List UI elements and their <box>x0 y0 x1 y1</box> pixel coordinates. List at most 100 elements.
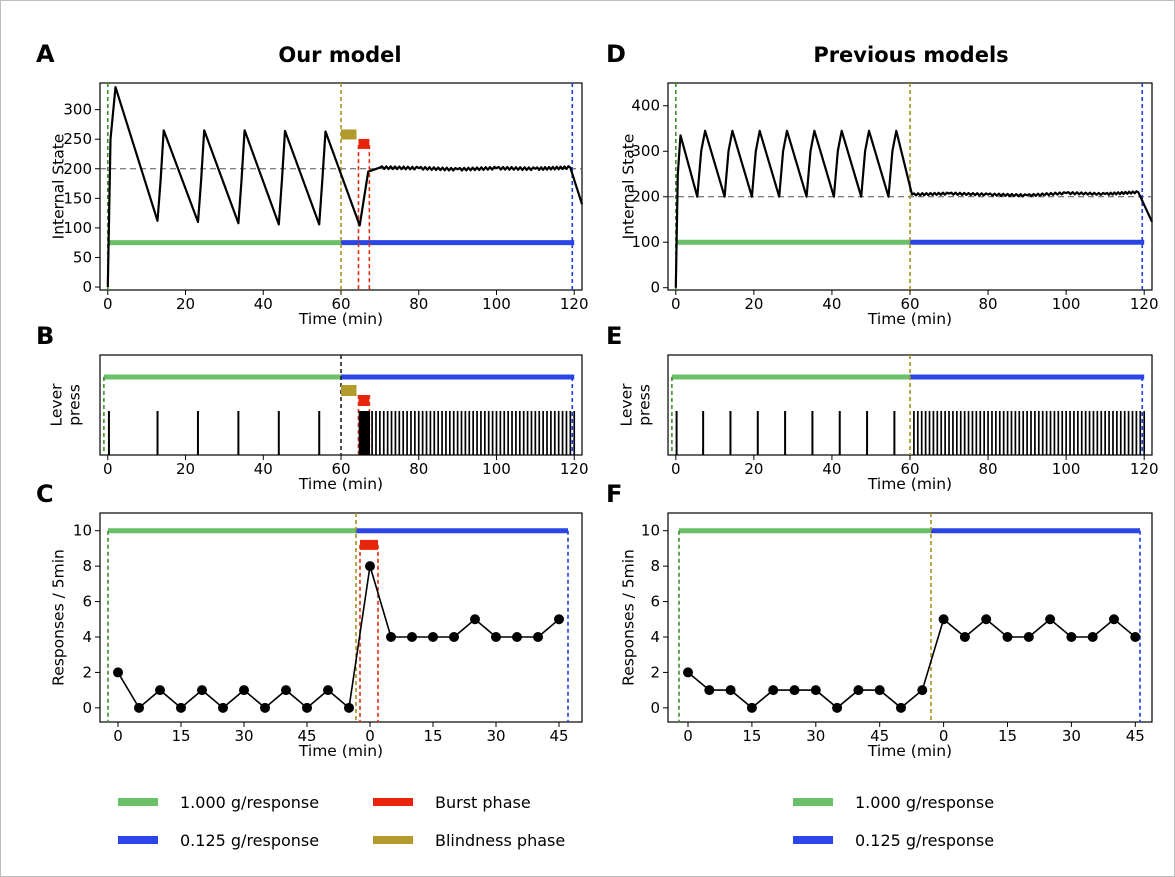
y-tick-label: 6 <box>82 593 92 611</box>
x-tick-label: 45 <box>870 727 889 745</box>
x-tick-label: 0 <box>683 727 693 745</box>
response-point <box>896 702 906 713</box>
response-point <box>1066 631 1077 642</box>
response-point <box>260 702 270 713</box>
x-tick-label: 15 <box>171 727 190 745</box>
response-point <box>917 685 928 696</box>
panel-f-responses: 0 15 30 45 0 15 30 45 0 2 4 6 8 10 Time (min) Responses… <box>619 512 1153 760</box>
axes-frame <box>99 512 583 723</box>
response-point <box>1087 631 1098 642</box>
right-column-title: Previous models <box>813 43 1008 67</box>
y-tick-label: 8 <box>82 557 92 575</box>
legend-label: 1.000 g/response <box>180 793 319 812</box>
y-tick-label: 200 <box>63 160 92 178</box>
burst-phase-marker <box>358 395 370 406</box>
response-point <box>746 702 757 713</box>
x-tick-label: 0 <box>103 460 113 478</box>
response-point <box>853 685 864 696</box>
panel-label-f: F <box>606 480 622 508</box>
response-point <box>428 631 438 642</box>
x-tick-label: 0 <box>365 727 375 745</box>
x-tick-label: 100 <box>1052 460 1081 478</box>
y-tick-label: 4 <box>82 628 92 646</box>
y-tick-label: 200 <box>631 188 660 206</box>
panel-b-lever-press: 0 20 40 60 80 100 120 Time (min) Leverpress <box>48 354 589 493</box>
x-tick-label: 15 <box>423 727 442 745</box>
panel-label-e: E <box>606 322 622 350</box>
y-tick-label: 0 <box>82 278 92 296</box>
response-point <box>470 614 480 625</box>
x-tick-label: 100 <box>1052 295 1081 313</box>
x-tick-label: 20 <box>176 460 195 478</box>
x-tick-label: 40 <box>254 295 273 313</box>
left-column-title: Our model <box>278 43 401 67</box>
response-point <box>874 685 885 696</box>
blindness-phase-marker <box>341 385 357 396</box>
response-point <box>938 614 949 625</box>
response-point <box>959 631 970 642</box>
x-tick-label: 80 <box>409 460 428 478</box>
x-tick-label: 120 <box>1130 460 1159 478</box>
x-tick-label: 0 <box>671 295 681 313</box>
responses-line <box>117 565 560 710</box>
response-point <box>323 685 333 696</box>
x-tick-label: 30 <box>234 727 253 745</box>
x-tick-label: 0 <box>103 295 113 313</box>
y-axis-label: Responses / 5min <box>619 549 637 686</box>
response-point <box>344 702 354 713</box>
legend-left: 1.000 g/response 0.125 g/response Burst ph… <box>118 793 565 850</box>
response-point <box>683 667 693 678</box>
response-point <box>302 702 312 713</box>
response-point <box>789 685 800 696</box>
y-axis-label: Internal State <box>619 134 637 240</box>
x-tick-label: 60 <box>900 295 919 313</box>
y-tick-label: 10 <box>641 522 660 540</box>
y-tick-label: 300 <box>63 101 92 119</box>
panel-a-internal-state: 0 20 40 60 80 100 120 0 50 100 150 200 250 300 Time (m… <box>49 82 589 328</box>
response-point <box>768 685 779 696</box>
legend-label: Blindness phase <box>435 831 565 850</box>
response-point <box>704 685 715 696</box>
legend-label: 0.125 g/response <box>180 831 319 850</box>
x-axis-label: Time (min) <box>298 475 383 493</box>
legend-right: 1.000 g/response 0.125 g/response <box>793 793 994 850</box>
x-tick-label: 0 <box>113 727 123 745</box>
burst-phase-marker <box>360 539 378 550</box>
x-tick-label: 40 <box>254 460 273 478</box>
responses-line <box>687 617 1136 709</box>
x-tick-label: 15 <box>998 727 1017 745</box>
x-tick-label: 40 <box>822 295 841 313</box>
legend-label: 1.000 g/response <box>855 793 994 812</box>
x-tick-label: 20 <box>176 295 195 313</box>
y-tick-label: 6 <box>650 593 660 611</box>
x-tick-label: 100 <box>482 460 511 478</box>
response-point <box>491 631 501 642</box>
y-tick-label: 2 <box>650 663 660 681</box>
x-tick-label: 40 <box>822 460 841 478</box>
y-tick-label: 8 <box>650 557 660 575</box>
y-tick-label: 10 <box>73 522 92 540</box>
internal-state-line <box>674 129 1153 288</box>
y-tick-label: 100 <box>631 233 660 251</box>
y-tick-label: 300 <box>631 142 660 160</box>
x-tick-label: 60 <box>900 460 919 478</box>
y-axis-label: Leverpress <box>618 383 654 427</box>
response-point <box>832 702 843 713</box>
x-tick-label: 0 <box>671 460 681 478</box>
x-tick-label: 80 <box>409 295 428 313</box>
response-point <box>1130 631 1141 642</box>
x-tick-label: 120 <box>560 295 589 313</box>
x-tick-label: 60 <box>331 295 350 313</box>
panel-label-d: D <box>606 40 626 68</box>
x-tick-label: 0 <box>939 727 949 745</box>
response-point <box>1045 614 1056 625</box>
x-axis-label: Time (min) <box>298 742 383 760</box>
x-tick-label: 45 <box>549 727 568 745</box>
legend-label: Burst phase <box>435 793 531 812</box>
y-tick-label: 0 <box>650 699 660 717</box>
x-tick-label: 100 <box>482 295 511 313</box>
y-tick-label: 4 <box>650 628 660 646</box>
response-point <box>134 702 144 713</box>
y-tick-label: 250 <box>63 130 92 148</box>
